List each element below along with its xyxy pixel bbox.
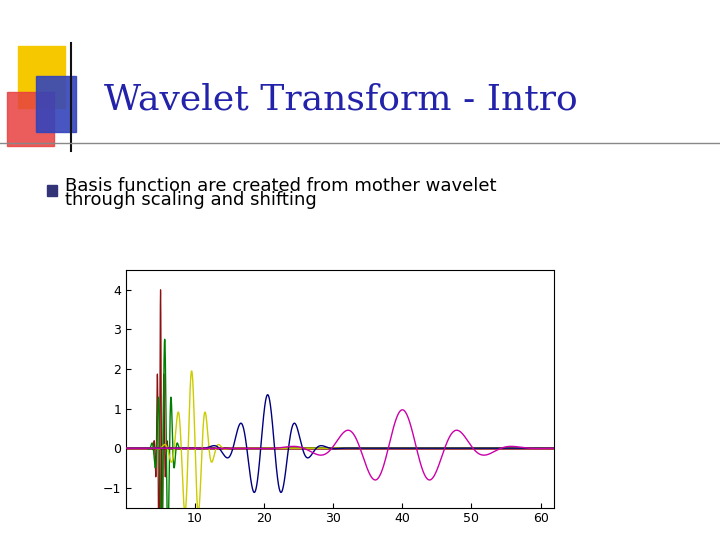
Bar [47,185,57,196]
Text: Basis function are created from mother wavelet: Basis function are created from mother w… [65,177,496,195]
FancyBboxPatch shape [36,76,76,132]
Text: Wavelet Transform - Intro: Wavelet Transform - Intro [104,83,578,117]
FancyBboxPatch shape [18,46,65,108]
FancyBboxPatch shape [7,92,54,146]
Text: through scaling and shifting: through scaling and shifting [65,191,317,209]
